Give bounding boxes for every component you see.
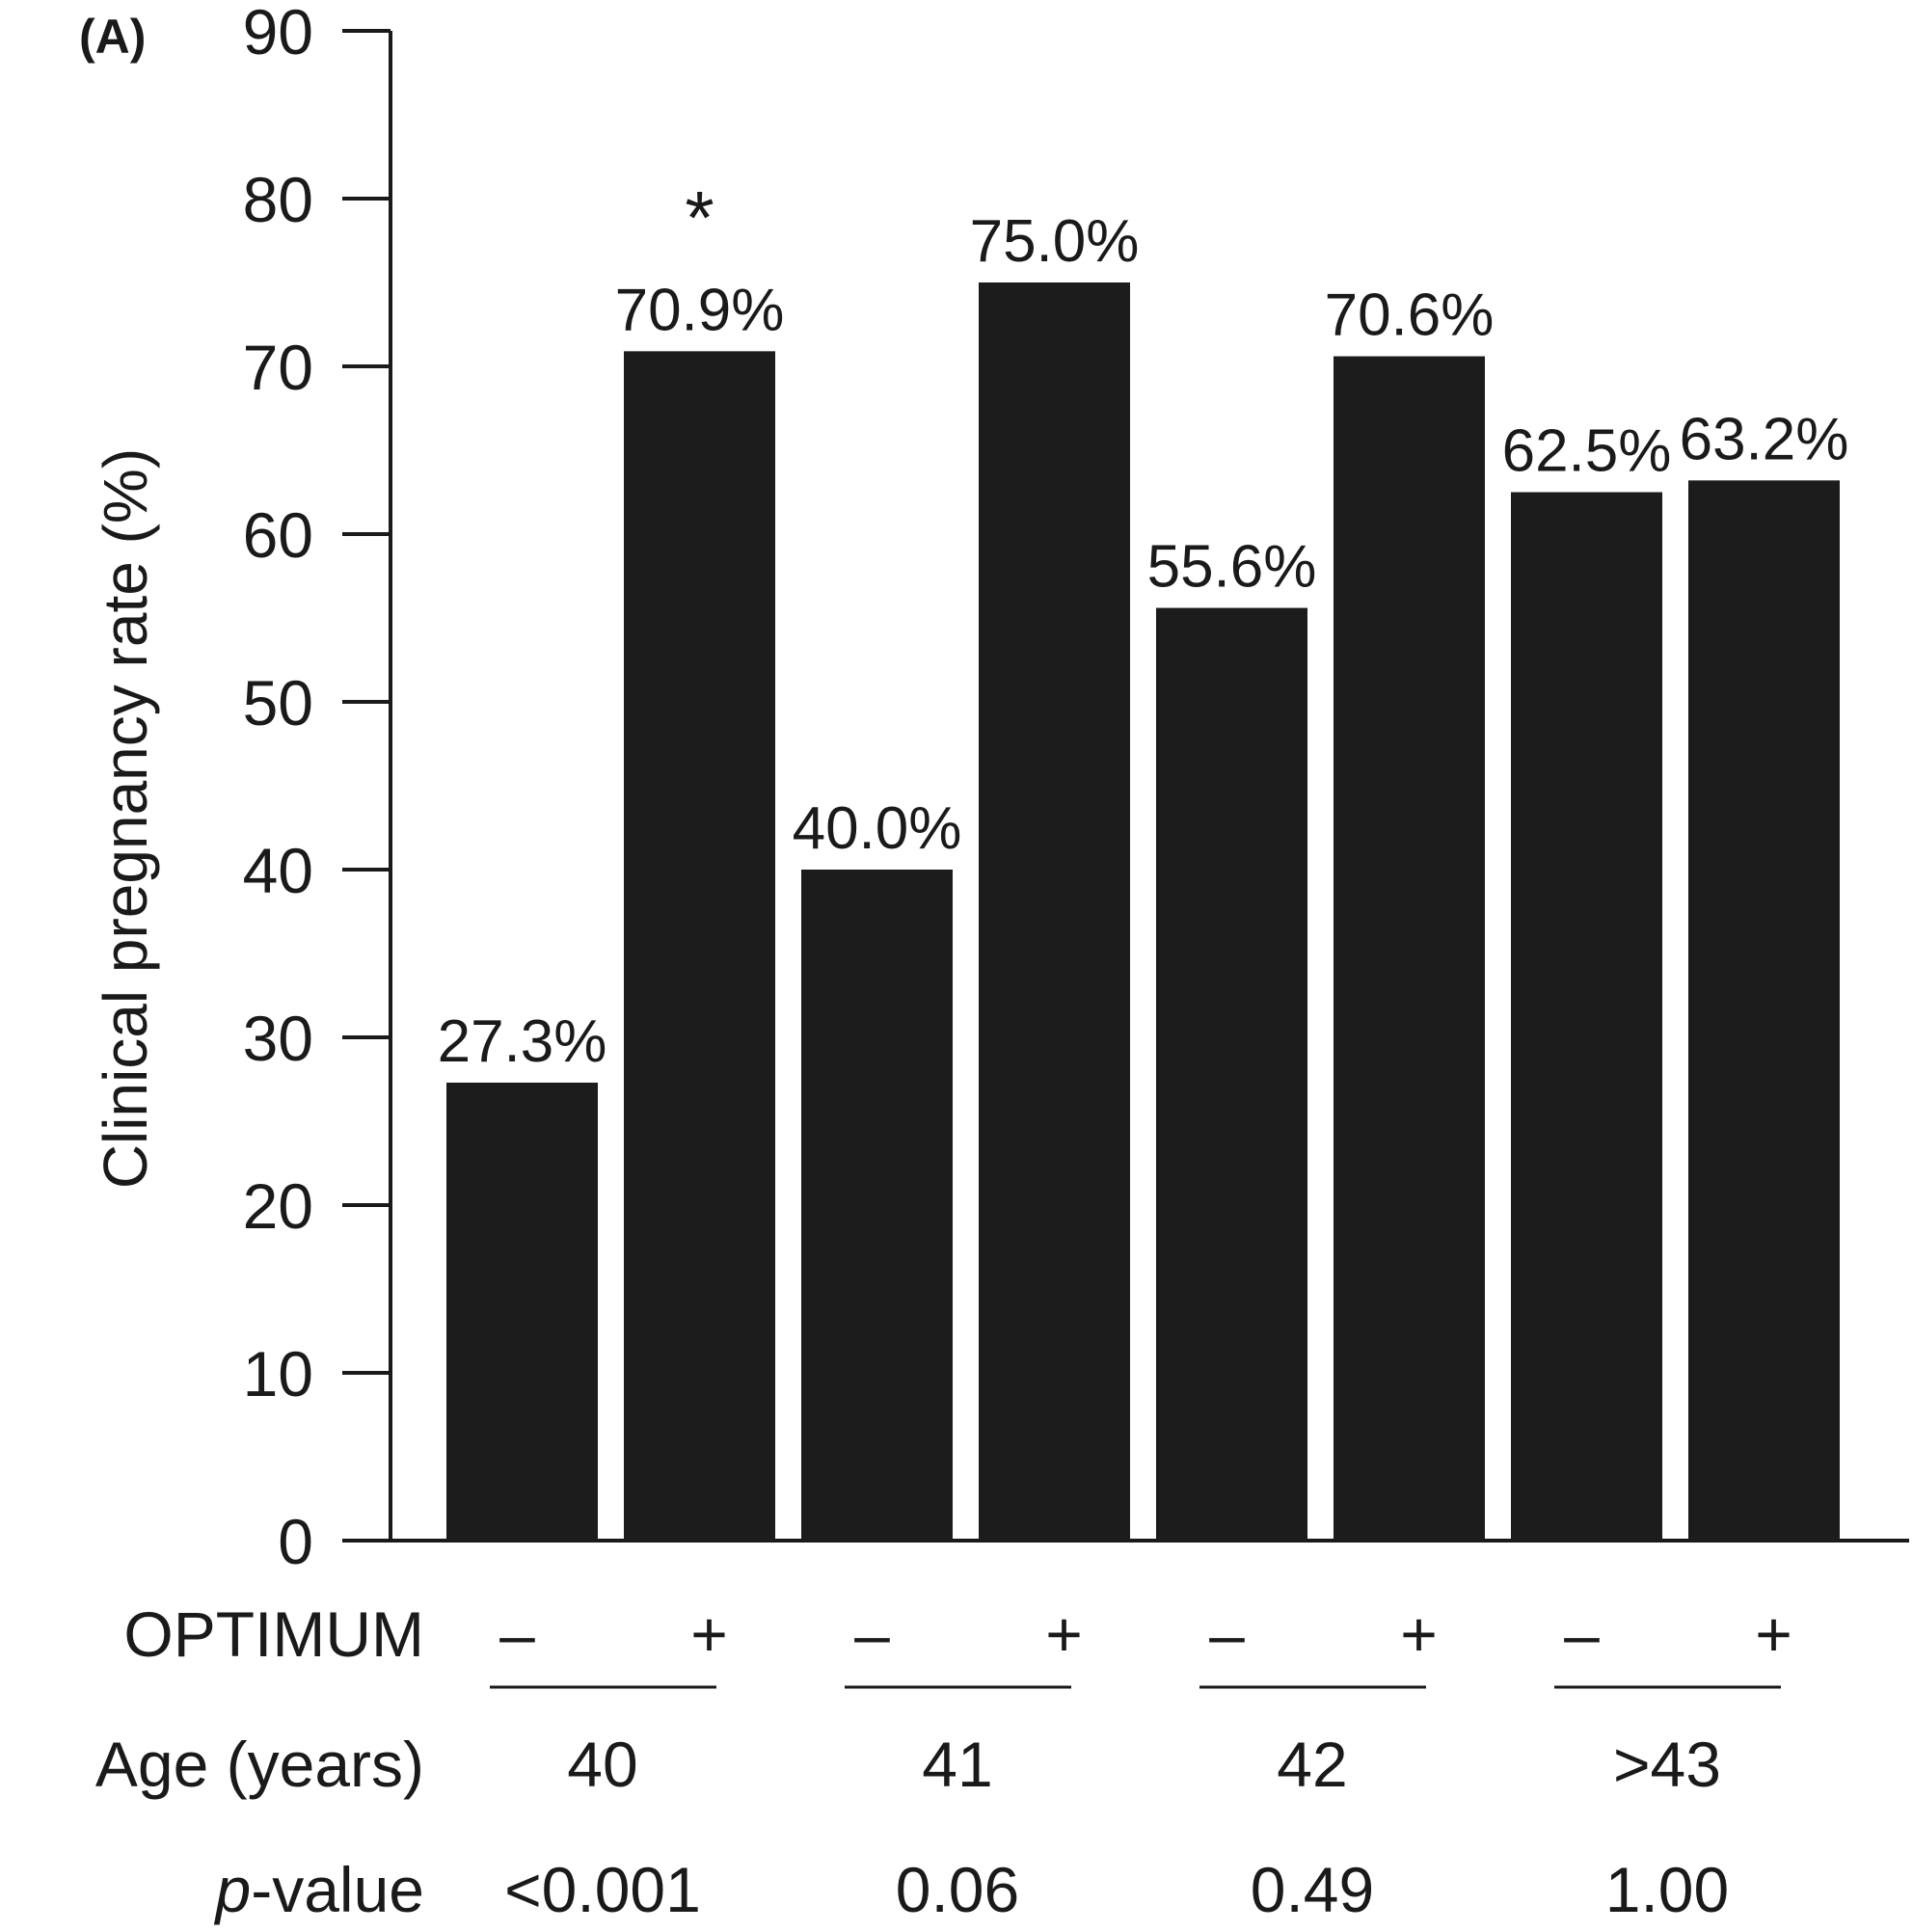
optimum-sign: – bbox=[1209, 1598, 1245, 1670]
age-row-label: Age (years) bbox=[95, 1729, 424, 1800]
bar-value-label: 70.9% bbox=[615, 277, 785, 343]
bars bbox=[446, 282, 1840, 1542]
bar bbox=[1334, 356, 1485, 1541]
optimum-sign: – bbox=[854, 1598, 890, 1670]
pvalue-row-label-rest: -value bbox=[251, 1854, 424, 1925]
bar-value-label: 63.2% bbox=[1680, 406, 1849, 472]
age-label: 40 bbox=[567, 1729, 637, 1800]
category-table: – +40 <0.001 – +41 0.06 – +42 0.49 – + >43 1.00 bbox=[490, 1598, 1792, 1925]
optimum-sign: + bbox=[1755, 1598, 1792, 1670]
optimum-row-label: OPTIMUM bbox=[123, 1598, 424, 1670]
y-tick-label: 70 bbox=[243, 332, 313, 403]
significance-annotation: * bbox=[685, 174, 714, 259]
bar bbox=[1156, 607, 1307, 1541]
bar-value-labels: 27.3% 70.9% * 40.0% 75.0% 55.6% 70.6% 62.5% 63.2… bbox=[438, 174, 1849, 1075]
y-tick-label: 20 bbox=[243, 1170, 313, 1242]
optimum-sign: + bbox=[690, 1598, 728, 1670]
panel-label: (A) bbox=[79, 10, 146, 64]
optimum-sign: + bbox=[1400, 1598, 1438, 1670]
bar bbox=[446, 1082, 598, 1541]
y-tick-label: 30 bbox=[243, 1003, 313, 1074]
bar bbox=[624, 351, 775, 1542]
y-axis-title: Clinical pregnancy rate (%) bbox=[91, 448, 160, 1189]
bar bbox=[979, 282, 1130, 1541]
p-value-label: 1.00 bbox=[1605, 1854, 1729, 1925]
y-tick-label: 60 bbox=[243, 499, 313, 571]
pvalue-row-label: p-value bbox=[214, 1854, 424, 1925]
y-tick-label: 50 bbox=[243, 667, 313, 738]
age-label: 42 bbox=[1277, 1729, 1347, 1800]
optimum-sign: – bbox=[1564, 1598, 1600, 1670]
bar-value-label: 70.6% bbox=[1325, 282, 1495, 349]
optimum-sign: + bbox=[1045, 1598, 1083, 1670]
bar-value-label: 27.3% bbox=[438, 1008, 607, 1075]
y-tick-label: 10 bbox=[243, 1338, 313, 1409]
p-value-label: <0.001 bbox=[504, 1854, 701, 1925]
bar-value-label: 75.0% bbox=[970, 208, 1140, 275]
bar bbox=[801, 870, 953, 1541]
bar bbox=[1511, 492, 1662, 1541]
bar bbox=[1688, 480, 1840, 1541]
y-tick-label: 40 bbox=[243, 835, 313, 906]
age-label: >43 bbox=[1613, 1729, 1721, 1800]
y-tick-label: 80 bbox=[243, 164, 313, 235]
y-ticks: 0 10 20 30 40 50 60 70 80 90 bbox=[243, 0, 391, 1577]
age-label: 41 bbox=[922, 1729, 992, 1800]
bar-value-label: 62.5% bbox=[1502, 418, 1672, 485]
bar-value-label: 55.6% bbox=[1147, 534, 1317, 601]
bar-value-label: 40.0% bbox=[793, 795, 962, 862]
optimum-sign: – bbox=[499, 1598, 535, 1670]
y-tick-label: 0 bbox=[278, 1506, 313, 1577]
pvalue-row-label-italic: p bbox=[214, 1854, 252, 1925]
p-value-label: 0.06 bbox=[896, 1854, 1019, 1925]
p-value-label: 0.49 bbox=[1251, 1854, 1374, 1925]
y-tick-label: 90 bbox=[243, 0, 313, 67]
